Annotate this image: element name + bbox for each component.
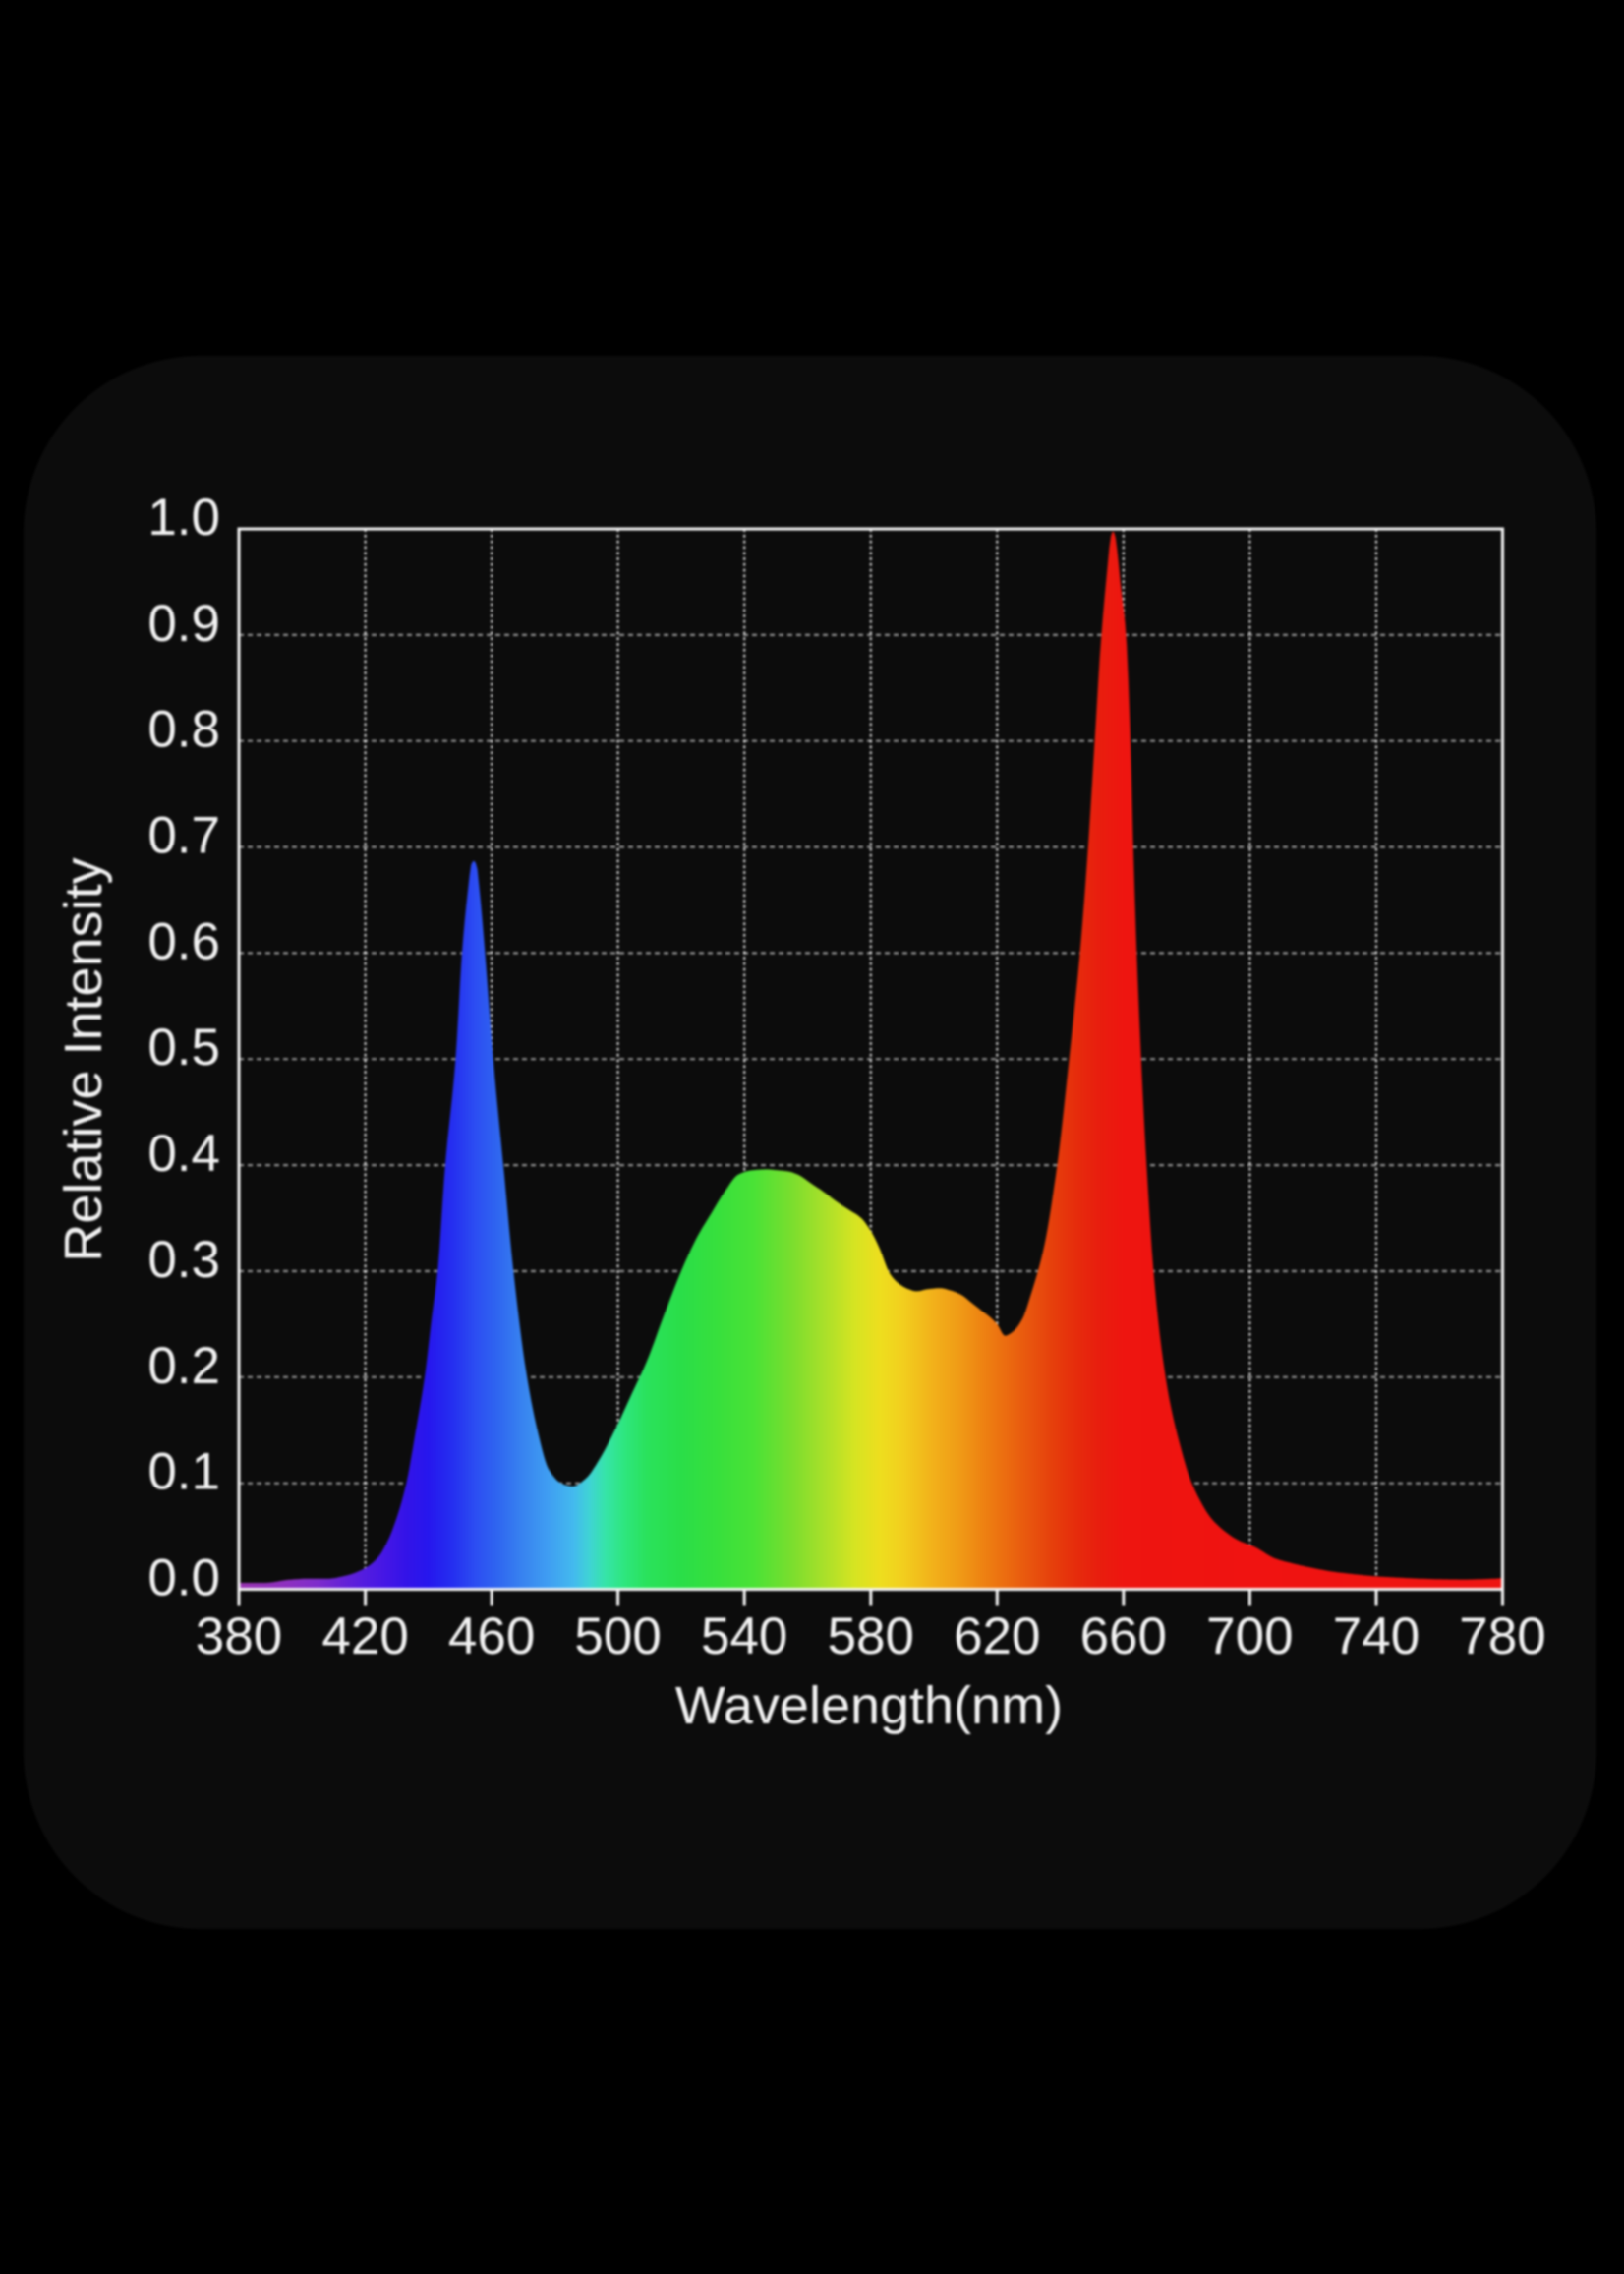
svg-text:660: 660 [1080, 1607, 1167, 1665]
svg-text:0.9: 0.9 [147, 595, 220, 653]
svg-text:700: 700 [1206, 1607, 1293, 1665]
svg-text:740: 740 [1333, 1607, 1420, 1665]
svg-text:0.5: 0.5 [147, 1019, 220, 1077]
svg-text:460: 460 [448, 1607, 535, 1665]
svg-text:620: 620 [954, 1607, 1040, 1665]
svg-text:0.8: 0.8 [147, 701, 220, 759]
svg-text:420: 420 [321, 1607, 408, 1665]
svg-text:0.2: 0.2 [147, 1337, 220, 1395]
svg-text:0.6: 0.6 [147, 912, 220, 970]
svg-text:0.1: 0.1 [147, 1443, 220, 1501]
svg-text:500: 500 [574, 1607, 661, 1665]
svg-text:0.0: 0.0 [147, 1549, 220, 1607]
svg-text:780: 780 [1459, 1607, 1545, 1665]
svg-text:540: 540 [701, 1607, 787, 1665]
svg-text:0.3: 0.3 [147, 1231, 220, 1289]
svg-text:0.7: 0.7 [147, 807, 220, 865]
svg-text:0.4: 0.4 [147, 1125, 220, 1183]
svg-text:580: 580 [828, 1607, 914, 1665]
svg-text:380: 380 [196, 1607, 282, 1665]
svg-text:1.0: 1.0 [147, 489, 220, 547]
svg-text:Wavelength(nm): Wavelength(nm) [675, 1676, 1063, 1735]
svg-text:Relative Intensity: Relative Intensity [54, 857, 113, 1261]
